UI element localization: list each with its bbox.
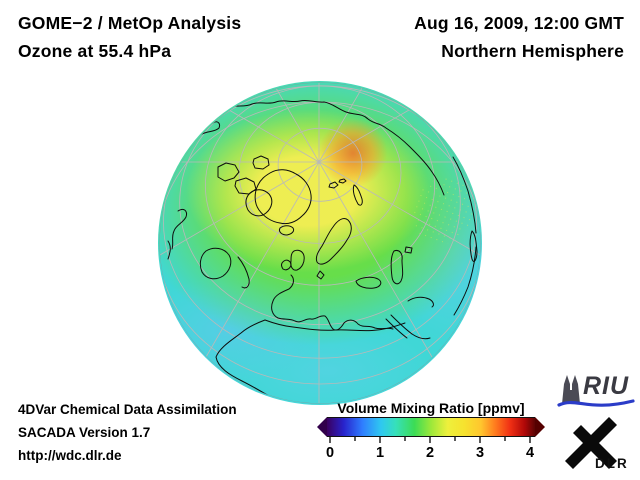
colorbar-left-arrow — [317, 417, 327, 437]
colorbar-title: Volume Mixing Ratio [ppmv] — [337, 400, 525, 416]
header-region: Northern Hemisphere — [441, 41, 624, 61]
riu-logo-graphic — [557, 375, 635, 407]
footer-version: SACADA Version 1.7 — [18, 425, 151, 440]
colorbar-tick-label: 3 — [475, 445, 485, 461]
header-quantity: Ozone at 55.4 hPa — [18, 41, 172, 61]
header-datetime: Aug 16, 2009, 12:00 GMT — [414, 13, 624, 33]
dlr-logo: DLR — [562, 416, 638, 476]
dlr-logo-text: DLR — [595, 456, 629, 471]
colorbar-tick-label: 0 — [325, 445, 335, 461]
colorbar-gradient — [327, 417, 535, 437]
riu-logo: RIU — [556, 372, 636, 412]
header-instrument: GOME−2 / MetOp Analysis — [18, 13, 242, 33]
colorbar-tick-label: 1 — [375, 445, 385, 461]
footer-assimilation: 4DVar Chemical Data Assimilation — [18, 402, 237, 417]
colorbar-tick-label: 2 — [425, 445, 435, 461]
globe-ozone-map — [158, 81, 482, 405]
coastlines — [167, 99, 478, 400]
graticule — [159, 82, 481, 403]
cathedral-icon — [562, 375, 580, 404]
colorbar-ticks — [329, 437, 531, 443]
riu-swoosh — [557, 399, 635, 407]
riu-logo-text: RIU — [583, 372, 630, 400]
colorbar-right-arrow — [535, 417, 545, 437]
colorbar-tick-label: 4 — [525, 445, 535, 461]
dlr-star-icon — [565, 417, 617, 469]
globe-overlay — [159, 82, 481, 404]
colorbar-gradient-row — [317, 417, 545, 437]
colorbar: Volume Mixing Ratio [ppmv] 0 1 2 3 4 — [317, 399, 545, 469]
footer-url: http://wdc.dlr.de — [18, 448, 122, 463]
